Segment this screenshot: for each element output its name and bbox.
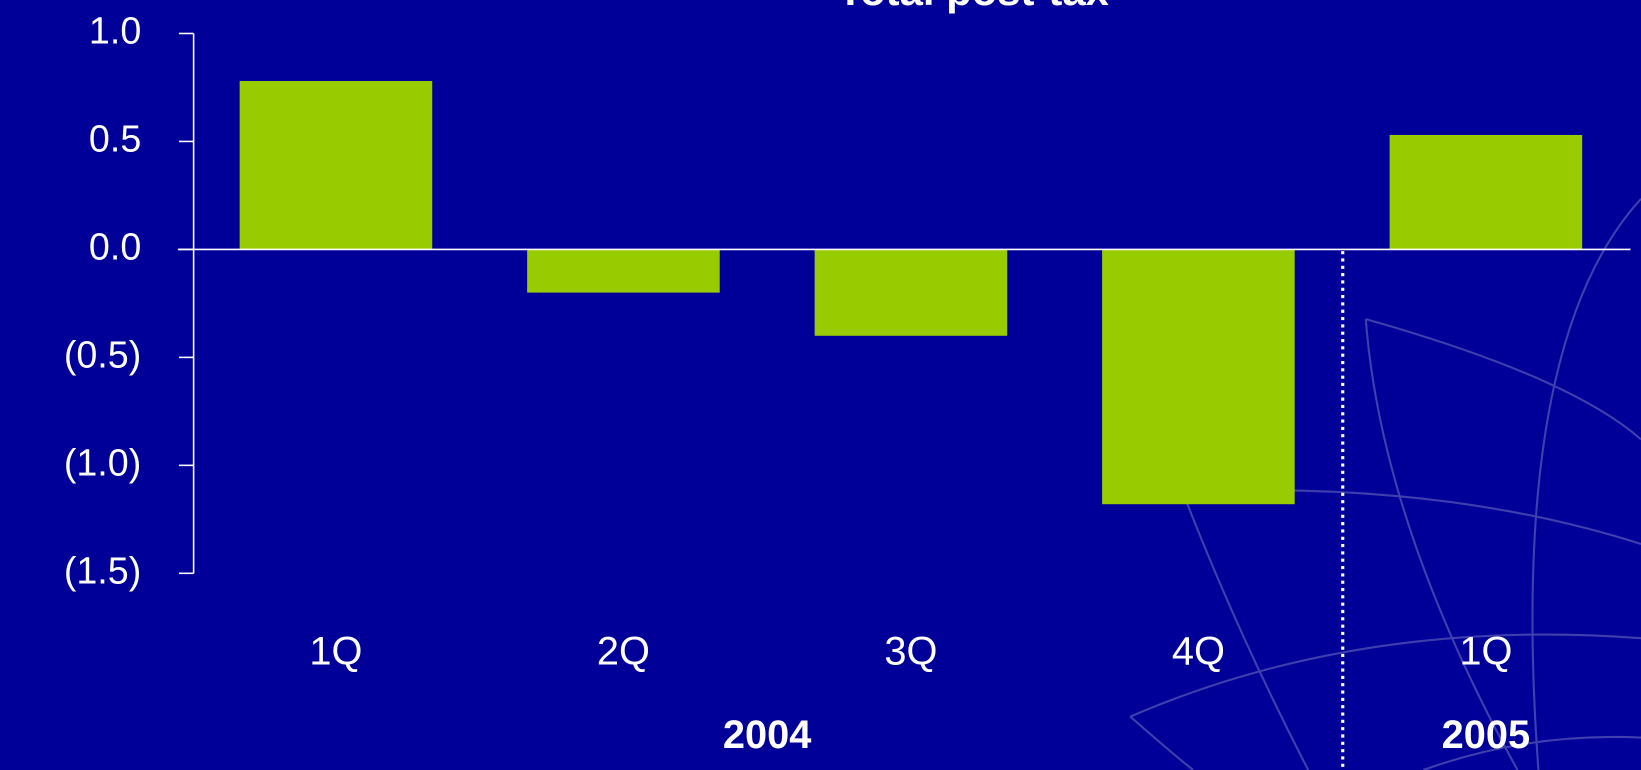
y-tick-label: 0.5 <box>89 117 141 159</box>
x-tick-label: 1Q <box>309 629 362 673</box>
group-label: 2004 <box>723 713 811 757</box>
y-tick-label: (0.5) <box>64 333 141 375</box>
bar <box>1389 134 1583 250</box>
bar <box>239 80 433 250</box>
y-tick-label: (1.0) <box>64 441 141 483</box>
bar <box>1102 249 1295 505</box>
bar <box>527 249 720 293</box>
y-tick-label: 0.0 <box>89 225 141 267</box>
y-tick-label: (1.5) <box>64 549 141 591</box>
x-tick-label: 1Q <box>1459 629 1512 673</box>
bar <box>814 249 1008 336</box>
y-tick-label: 1.0 <box>89 9 141 51</box>
group-label: 2005 <box>1442 713 1530 757</box>
x-tick-label: 2Q <box>597 629 650 673</box>
x-tick-label: 3Q <box>884 629 937 673</box>
x-tick-label: 4Q <box>1172 629 1225 673</box>
chart-title: Total post-tax <box>838 0 1109 14</box>
